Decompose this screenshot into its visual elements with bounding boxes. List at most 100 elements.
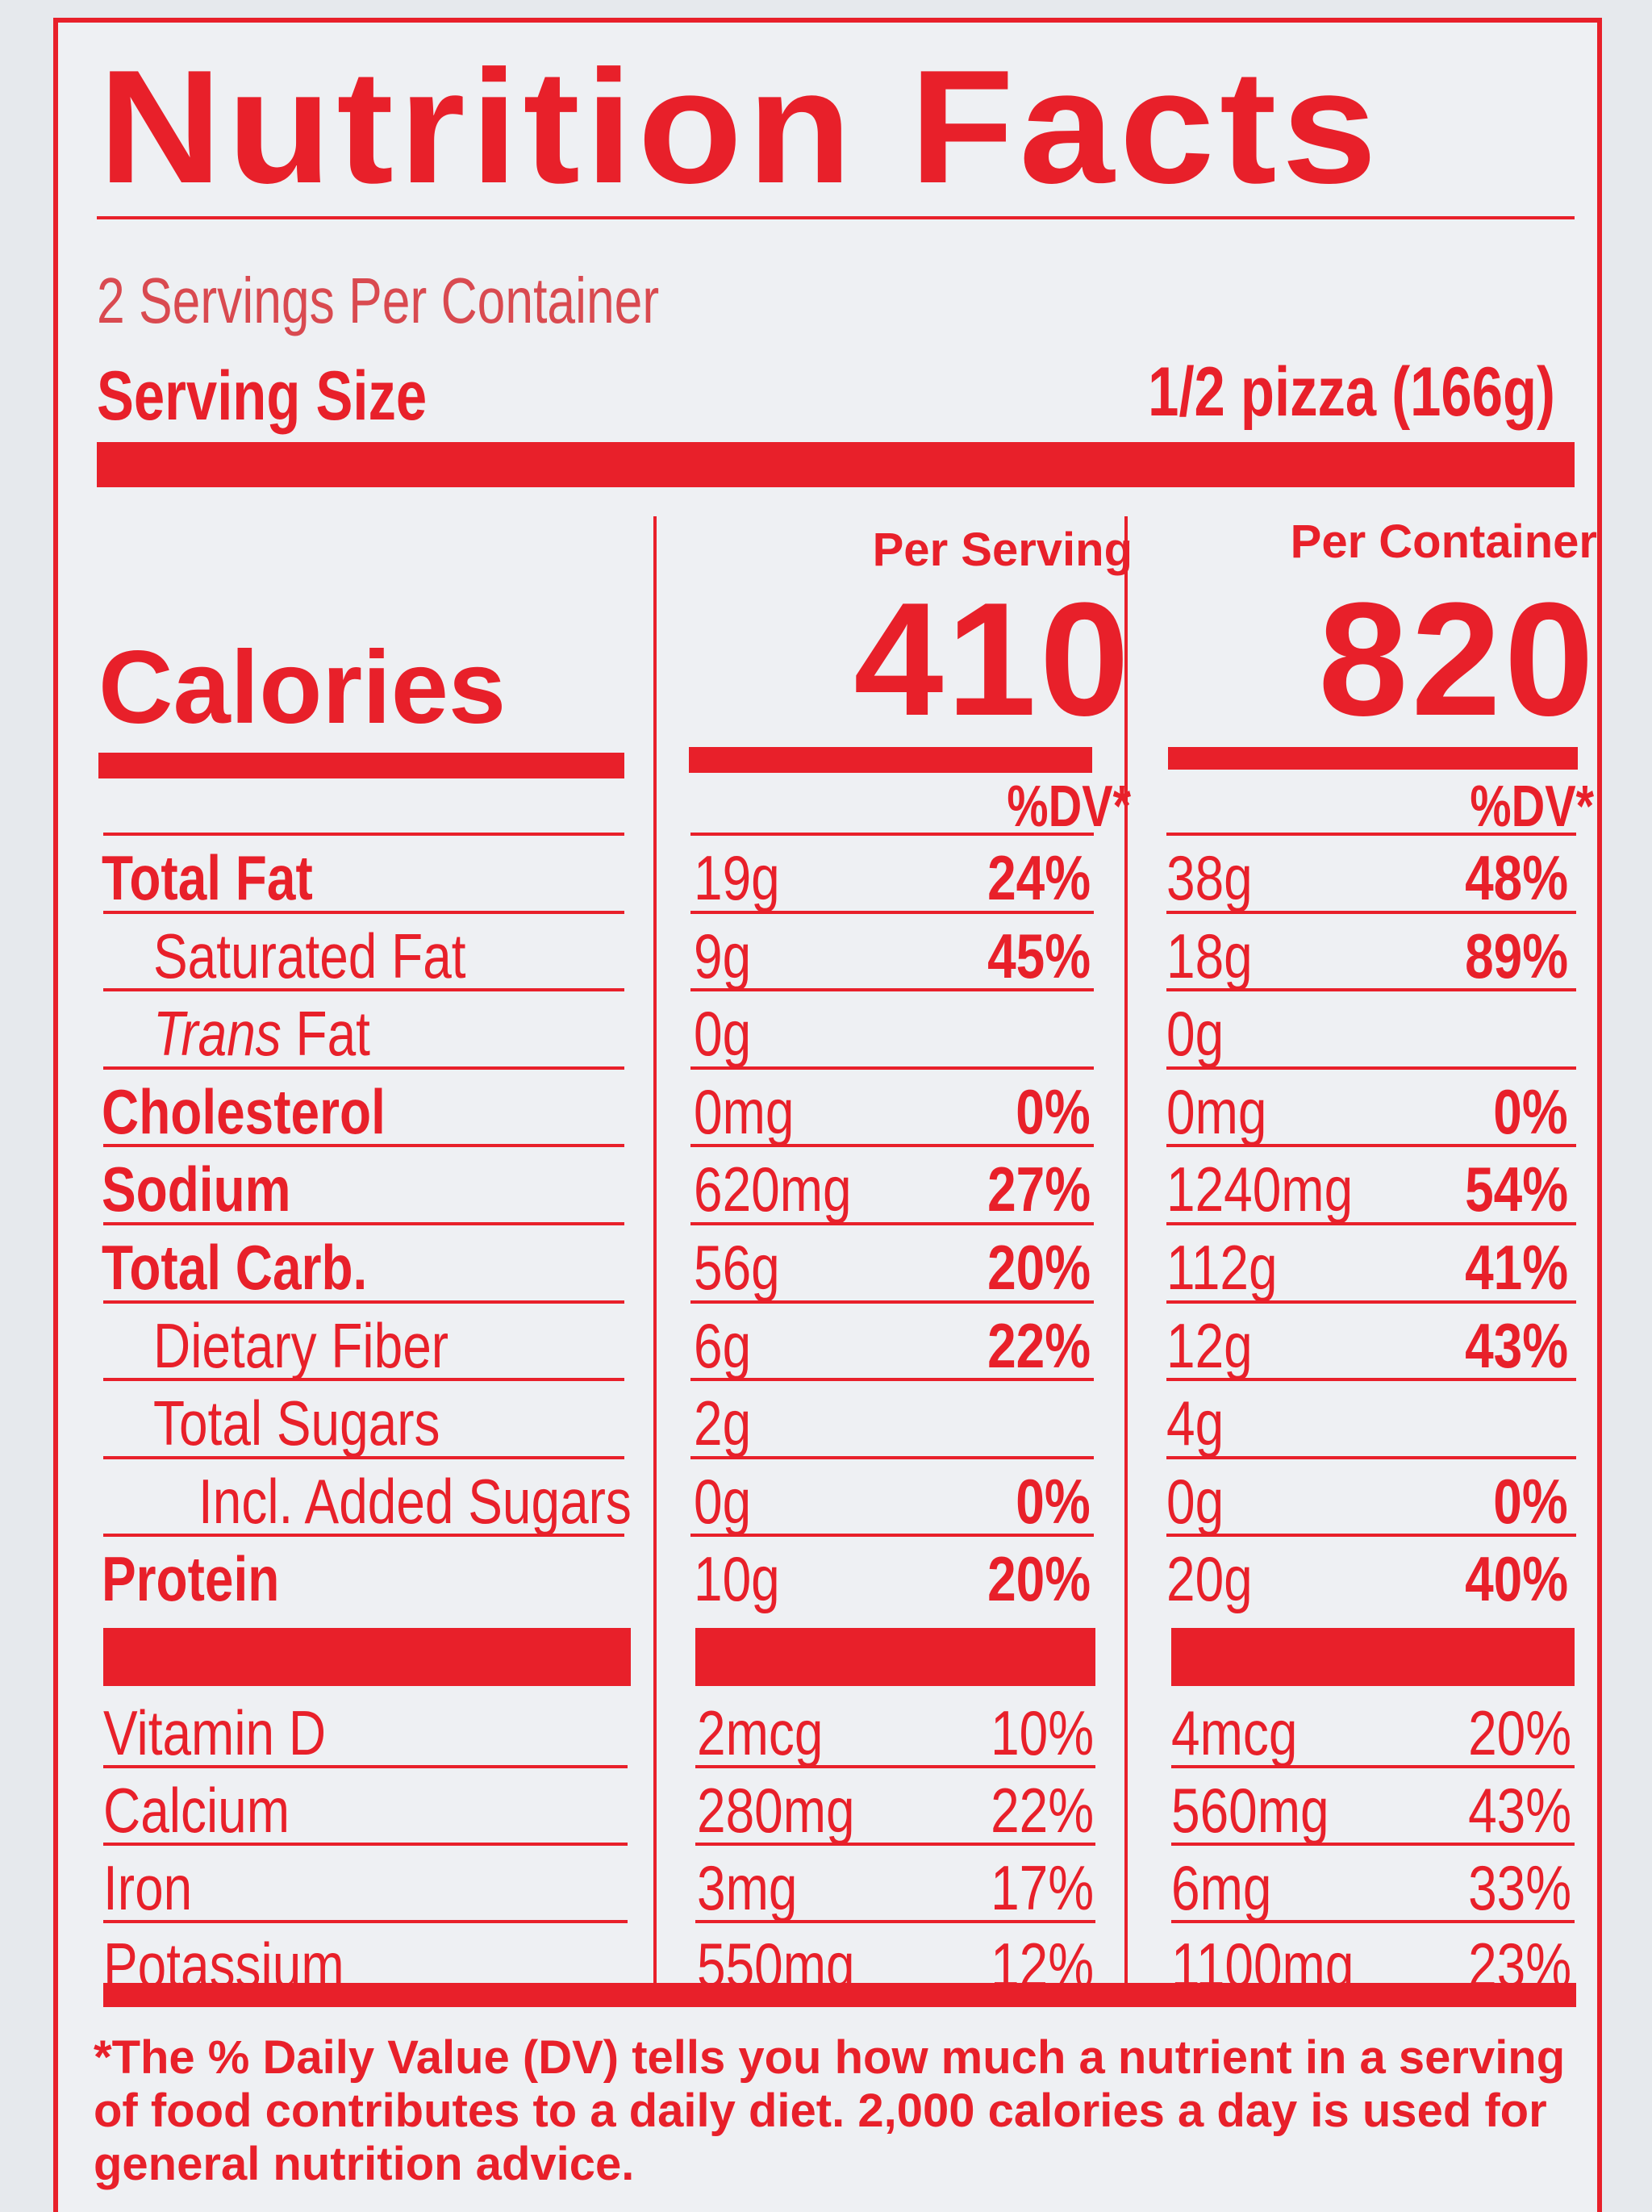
serving-amount: 620mg [694,1154,852,1225]
vitamin-name: Vitamin D [103,1697,327,1768]
row-rule-serving [690,1144,1094,1148]
calories-label: Calories [98,630,507,745]
container-dv: 43% [1464,1309,1568,1381]
row-rule-label [103,1534,624,1538]
row-rule-label [103,833,624,836]
row-rule-container [1166,1378,1576,1382]
nutrient-name: Saturated Fat [153,920,466,991]
serving-amount: 10g [694,1543,780,1615]
nutrient-row: Incl. Added Sugars 0g 0% 0g 0% [58,1455,1607,1538]
serving-dv: 10% [990,1697,1094,1768]
serving-amount: 19g [694,842,780,913]
serving-dv: 20% [987,1543,1091,1615]
nutrient-row: Total Carb. 56g 20% 112g 41% [58,1222,1607,1304]
row-rule-container [1166,1455,1576,1459]
nutrient-row: Dietary Fiber 6g 22% 12g 43% [58,1300,1607,1383]
container-dv: 89% [1464,920,1568,991]
nutrient-row: Sodium 620mg 27% 1240mg 54% [58,1144,1607,1226]
container-amount: 112g [1166,1232,1278,1303]
nutrition-facts-panel: Nutrition Facts 2 Servings Per Container… [53,18,1602,2212]
nutrient-row: Trans Fat 0g 0g [58,988,1607,1071]
vitamin-row: Vitamin D 2mcg 10% 4mcg 20% [58,1692,1607,1770]
nutrient-row: Total Sugars 2g 4g [58,1378,1607,1460]
servings-per-container: 2 Servings Per Container [97,265,660,336]
row-rule-container [1166,833,1576,836]
nutrient-name: Dietary Fiber [153,1309,449,1381]
container-amount: 0g [1166,998,1224,1070]
per-serving-heading: Per Serving [872,524,1133,576]
row-rule-container [1166,910,1576,914]
container-amount: 38g [1166,842,1253,913]
serving-size-value: 1/2 pizza (166g) [1148,353,1555,431]
serving-amount: 280mg [697,1775,855,1846]
row-rule-label [103,1300,624,1304]
container-dv: 33% [1467,1852,1571,1923]
serving-dv: 0% [1016,1075,1091,1147]
serving-amount: 2g [694,1388,752,1459]
container-dv: 40% [1464,1543,1568,1615]
per-serving-calories: 410 [853,570,1133,749]
nutrient-row: Protein 10g 20% 20g 40% [58,1534,1607,1616]
container-amount: 0mg [1166,1075,1267,1147]
row-rule-label [103,1378,624,1382]
nutrient-row: Total Fat 19g 24% 38g 48% [58,833,1607,915]
row-rule-serving [690,910,1094,914]
row-rule-serving [690,1222,1094,1225]
thick-divider-bottom [103,1983,1576,2007]
container-dv: 0% [1493,1075,1568,1147]
column-separator-1 [653,516,657,1991]
serving-size-label: Serving Size [97,357,428,435]
container-dv: 43% [1467,1775,1571,1846]
container-amount: 1240mg [1166,1154,1354,1225]
container-amount: 4g [1166,1388,1224,1459]
container-dv: 20% [1467,1697,1571,1768]
serving-amount: 56g [694,1232,780,1303]
container-dv: 48% [1464,842,1568,913]
serving-amount: 2mcg [697,1697,824,1768]
nutrient-name: Trans Fat [153,998,370,1070]
calories-bar-label [98,753,624,778]
row-rule-serving [690,833,1094,836]
serving-amount: 0mg [694,1075,795,1147]
row-rule-label [103,1066,624,1070]
row-rule-serving [690,1300,1094,1304]
serving-amount: 0g [694,1465,752,1537]
container-dv: 41% [1464,1232,1568,1303]
container-dv: 54% [1464,1154,1568,1225]
row-rule-label [103,1222,624,1225]
container-amount: 18g [1166,920,1253,991]
container-amount: 0g [1166,1465,1224,1537]
row-rule-label [103,910,624,914]
container-amount: 560mg [1171,1775,1329,1846]
row-rule-label [103,1843,628,1846]
row-rule-label [103,988,624,992]
nutrient-name: Total Sugars [153,1388,440,1459]
serving-dv: 22% [990,1775,1094,1846]
row-rule-container [1166,1144,1576,1148]
vitamin-row: Iron 3mg 17% 6mg 33% [58,1843,1607,1925]
row-rule-container [1171,1920,1575,1923]
vitamin-name: Calcium [103,1775,290,1846]
nutrient-name: Cholesterol [102,1075,386,1147]
row-rule-container [1166,1534,1576,1538]
container-amount: 12g [1166,1309,1253,1381]
container-amount: 20g [1166,1543,1253,1615]
calories-bar-container [1168,747,1578,770]
serving-amount: 9g [694,920,752,991]
nutrient-name: Incl. Added Sugars [198,1465,632,1537]
panel-title: Nutrition Facts [98,37,1383,217]
row-rule-container [1166,988,1576,992]
vitamin-row: Calcium 280mg 22% 560mg 43% [58,1765,1607,1847]
serving-dv: 45% [987,920,1091,991]
row-rule-label [103,1144,624,1148]
title-divider [97,216,1575,219]
calories-bar-serving [689,747,1092,773]
nutrient-name: Total Carb. [102,1232,368,1303]
row-rule-serving [690,1534,1094,1538]
row-rule-serving [690,1455,1094,1459]
row-rule-label [103,1920,628,1923]
vitamin-name: Iron [103,1852,193,1923]
serving-dv: 22% [987,1309,1091,1381]
nutrient-name: Protein [102,1543,280,1615]
row-rule-serving [695,1920,1095,1923]
